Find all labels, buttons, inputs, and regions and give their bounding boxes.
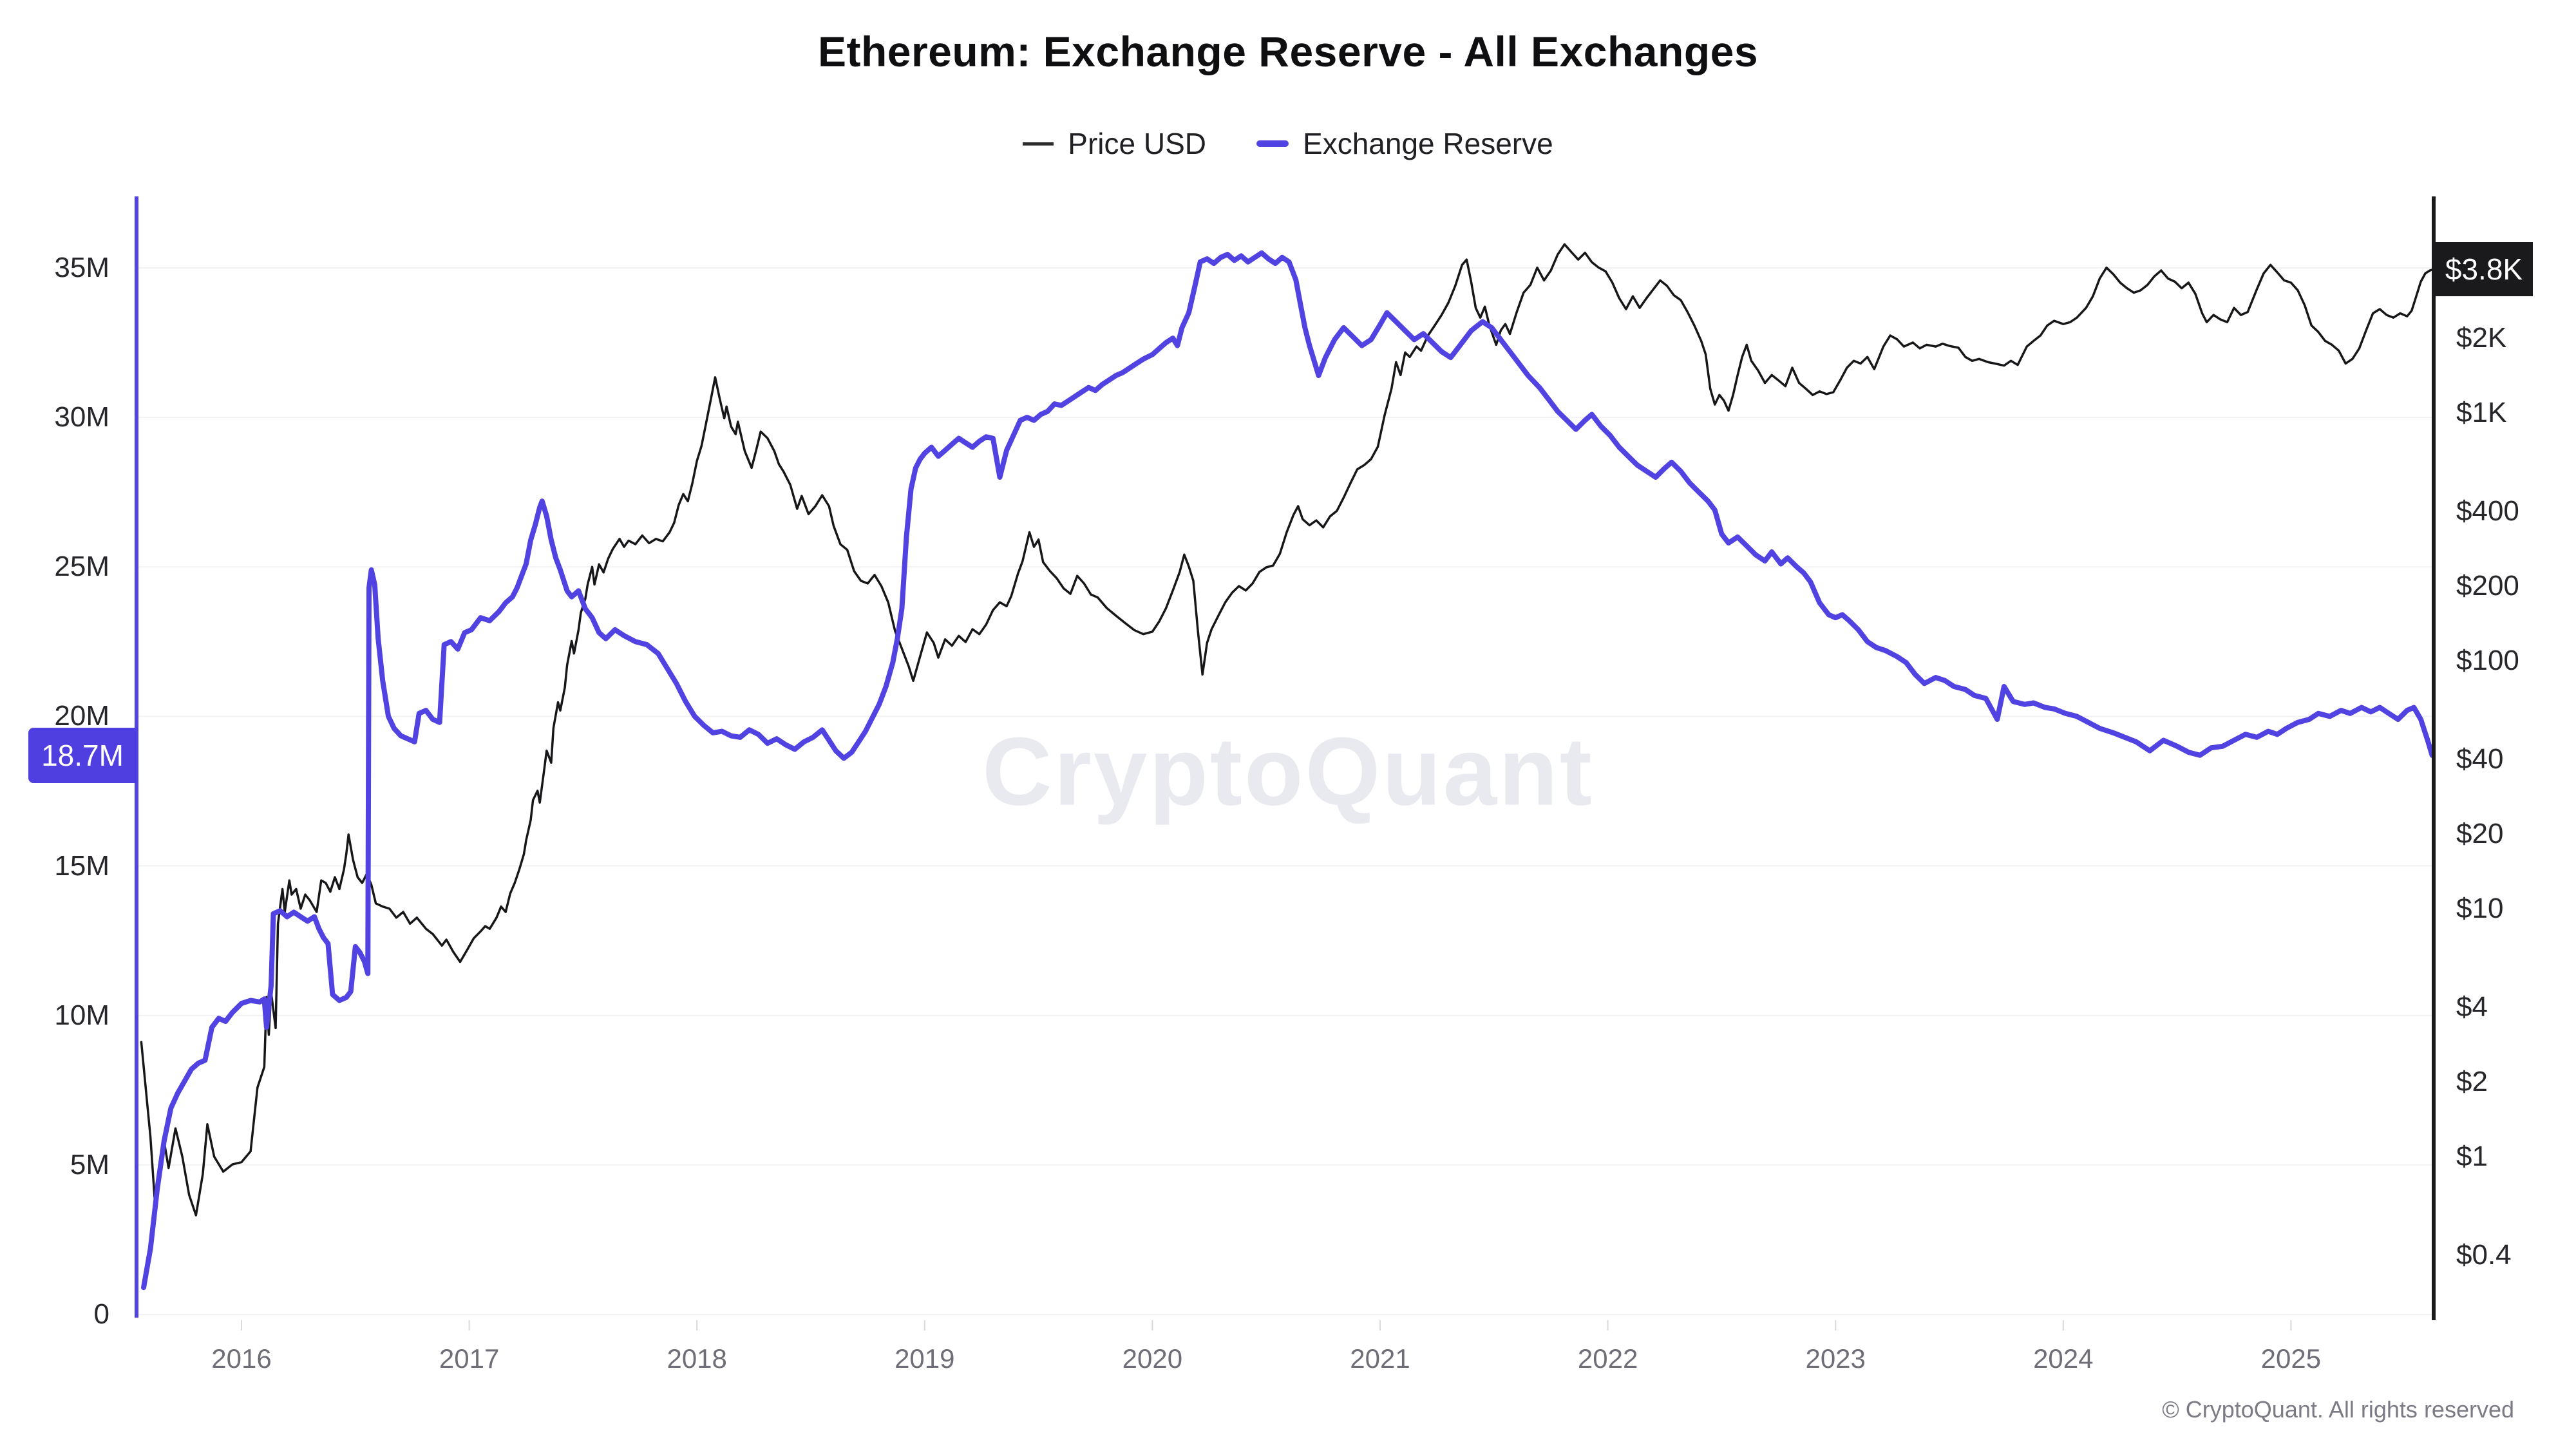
- legend: Price USD Exchange Reserve: [0, 126, 2576, 161]
- y-right-tick-label: $100: [2456, 645, 2519, 676]
- x-axis-year-label: 2018: [667, 1343, 727, 1374]
- y-right-tick-label: $1K: [2456, 397, 2507, 428]
- y-left-tick-label: 0: [93, 1298, 109, 1330]
- y-right-tick-label: $40: [2456, 743, 2504, 775]
- y-left-tick-label: 35M: [54, 251, 109, 283]
- y-right-tick-label: $20: [2456, 818, 2504, 850]
- series-lines: [140, 243, 2436, 1291]
- y-left-tick-label: 5M: [70, 1148, 109, 1180]
- y-right-tick-label: $4: [2456, 991, 2488, 1023]
- y-right-tick-label: $0.4: [2456, 1239, 2512, 1271]
- y-right-tick-label: $10: [2456, 893, 2504, 924]
- price-line-swatch-icon: [1023, 142, 1054, 146]
- reserve-value-badge: 18.7M: [28, 727, 137, 783]
- y-left-tick-label: 25M: [54, 551, 109, 583]
- price-value-badge: $3.8K: [2435, 242, 2533, 296]
- copyright-text: © CryptoQuant. All rights reserved: [2162, 1396, 2514, 1423]
- y-left-tick-label: 15M: [54, 849, 109, 882]
- axis-lines: [135, 196, 2436, 1320]
- x-axis-year-label: 2020: [1122, 1343, 1183, 1374]
- legend-label-reserve: Exchange Reserve: [1303, 127, 1553, 160]
- x-tick-marks: [241, 1320, 2292, 1331]
- x-axis-year-label: 2022: [1577, 1343, 1638, 1374]
- gridlines: [137, 267, 2434, 1315]
- y-right-tick-label: $2: [2456, 1066, 2488, 1098]
- y-right-tick-label: $400: [2456, 495, 2519, 527]
- reserve-line-swatch-icon: [1256, 140, 1289, 147]
- legend-item-price[interactable]: Price USD: [1023, 126, 1206, 161]
- x-axis-year-label: 2023: [1805, 1343, 1866, 1374]
- page-title: Ethereum: Exchange Reserve - All Exchang…: [817, 28, 1759, 75]
- cryptoquant-watermark: CryptoQuant: [982, 717, 1594, 826]
- y-left-tick-label: 20M: [54, 700, 109, 732]
- x-axis-year-label: 2017: [439, 1343, 500, 1374]
- legend-item-reserve[interactable]: Exchange Reserve: [1256, 126, 1553, 161]
- x-axis-year-label: 2019: [895, 1343, 955, 1374]
- x-axis-year-label: 2021: [1350, 1343, 1410, 1374]
- y-left-tick-label: 30M: [54, 401, 109, 433]
- y-left-tick-label: 10M: [54, 999, 109, 1031]
- y-right-tick-label: $200: [2456, 570, 2519, 602]
- x-axis-year-label: 2024: [2033, 1343, 2094, 1374]
- x-axis-year-label: 2016: [211, 1343, 272, 1374]
- y-right-tick-label: $1: [2456, 1141, 2488, 1172]
- x-axis-year-label: 2025: [2260, 1343, 2322, 1374]
- legend-label-price: Price USD: [1068, 127, 1207, 160]
- y-right-tick-label: $2K: [2456, 322, 2507, 354]
